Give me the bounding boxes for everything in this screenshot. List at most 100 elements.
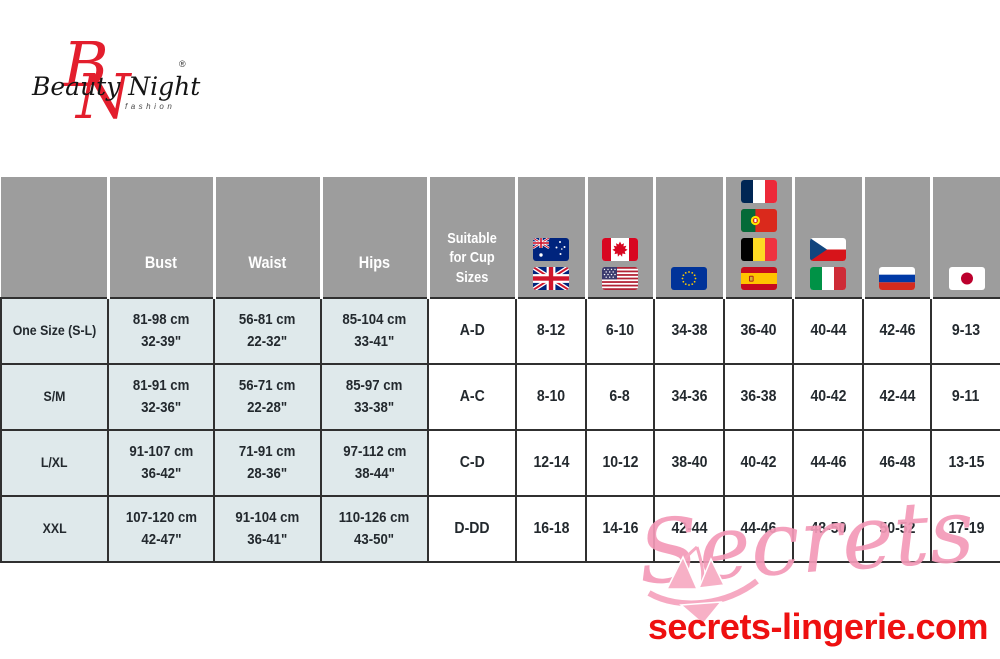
bust-label: Bust xyxy=(144,253,178,272)
cz-it-cell: 44-46 xyxy=(792,429,864,497)
waist-in: 28-36" xyxy=(247,465,288,482)
header-row: Bust Waist Hips Suitable for Cup Sizes xyxy=(1,177,1000,298)
bust-cm: 81-98 cm xyxy=(132,310,190,328)
fr-pt-be-es-cell: 44-46 xyxy=(723,495,794,563)
ca-us-cell: 6-8 xyxy=(585,363,655,431)
bust-in: 32-39" xyxy=(140,333,182,350)
fr-pt-be-es-value: 40-42 xyxy=(740,454,777,471)
header-japan xyxy=(929,177,1000,298)
header-european-union xyxy=(652,177,726,298)
waist-cell: 56-81 cm 22-32" xyxy=(213,297,322,365)
bust-in: 32-36" xyxy=(140,399,182,416)
cup-value: A-D xyxy=(459,322,485,339)
header-hips: Hips xyxy=(319,177,430,298)
size-value: S/M xyxy=(43,388,66,404)
eu-value: 34-36 xyxy=(670,388,707,405)
header-bust: Bust xyxy=(106,177,216,298)
ru-value: 46-48 xyxy=(878,454,915,471)
flag-canada-icon xyxy=(602,238,638,261)
flag-japan-icon xyxy=(948,267,985,290)
eu-value: 38-40 xyxy=(670,454,707,471)
au-uk-cell: 8-10 xyxy=(515,363,587,431)
cz-it-value: 40-42 xyxy=(809,388,846,405)
cup-cell: A-C xyxy=(427,363,517,431)
cz-it-value: 40-44 xyxy=(809,322,846,339)
cz-it-value: 48-50 xyxy=(809,520,846,537)
jp-value: 17-19 xyxy=(947,520,984,537)
size-chart-table: Bust Waist Hips Suitable for Cup Sizes xyxy=(0,177,1000,563)
eu-value: 42-44 xyxy=(670,520,707,537)
flag-australia-icon xyxy=(533,238,569,261)
bust-cm: 107-120 cm xyxy=(125,508,197,526)
bust-cm: 91-107 cm xyxy=(129,442,193,460)
hips-cell: 97-112 cm 38-44" xyxy=(320,429,429,497)
eu-cell: 34-38 xyxy=(653,297,725,365)
header-waist: Waist xyxy=(212,177,323,298)
eu-cell: 38-40 xyxy=(653,429,725,497)
jp-value: 9-13 xyxy=(951,322,981,339)
ru-value: 50-52 xyxy=(878,520,915,537)
size-value: XXL xyxy=(42,520,67,536)
au-uk-cell: 12-14 xyxy=(515,429,587,497)
size-cell: XXL xyxy=(0,495,109,563)
size-value: L/XL xyxy=(41,454,68,470)
bust-cell: 107-120 cm 42-47" xyxy=(107,495,215,563)
jp-value: 9-11 xyxy=(952,388,980,405)
jp-value: 13-15 xyxy=(947,454,984,471)
waist-label: Waist xyxy=(248,253,287,272)
eu-cell: 34-36 xyxy=(653,363,725,431)
ru-value: 42-46 xyxy=(878,322,915,339)
header-size-column xyxy=(1,177,110,298)
bikini-icon xyxy=(647,545,759,625)
table-row: L/XL 91-107 cm 36-42" 71-91 cm 28-36" 97-1… xyxy=(0,429,1000,497)
jp-cell: 9-13 xyxy=(930,297,1000,365)
fr-pt-be-es-value: 36-40 xyxy=(740,322,777,339)
brand-monogram-n-letter: N xyxy=(76,60,131,133)
waist-in: 36-41" xyxy=(247,531,288,548)
au-uk-value: 8-10 xyxy=(536,388,566,405)
au-uk-value: 12-14 xyxy=(532,454,569,471)
hips-label: Hips xyxy=(358,253,391,272)
bust-in: 36-42" xyxy=(140,465,182,482)
flag-united-kingdom-icon xyxy=(533,267,569,290)
hips-cm: 85-97 cm xyxy=(346,376,403,394)
waist-cell: 91-104 cm 36-41" xyxy=(213,495,322,563)
ca-us-value: 10-12 xyxy=(601,454,638,471)
flag-portugal-icon xyxy=(740,209,777,232)
fr-pt-be-es-value: 36-38 xyxy=(740,388,777,405)
au-uk-cell: 16-18 xyxy=(515,495,587,563)
flag-stack xyxy=(518,238,585,297)
flag-spain-icon xyxy=(740,267,777,290)
cup-cell: C-D xyxy=(427,429,517,497)
ca-us-cell: 14-16 xyxy=(585,495,655,563)
fr-pt-be-es-value: 44-46 xyxy=(740,520,777,537)
flag-russia-icon xyxy=(879,267,915,290)
flag-stack xyxy=(865,267,930,297)
waist-cm: 71-91 cm xyxy=(239,442,296,460)
ru-cell: 50-52 xyxy=(862,495,932,563)
brand-subtitle: fashion xyxy=(125,102,176,111)
jp-cell: 17-19 xyxy=(930,495,1000,563)
ca-us-cell: 10-12 xyxy=(585,429,655,497)
header-france-portugal-belgium-spain xyxy=(722,177,795,298)
cz-it-value: 44-46 xyxy=(809,454,846,471)
flag-stack xyxy=(588,238,653,297)
cz-it-cell: 40-42 xyxy=(792,363,864,431)
ru-value: 42-44 xyxy=(878,388,915,405)
hips-cm: 85-104 cm xyxy=(342,310,407,328)
hips-in: 38-44" xyxy=(354,465,395,482)
ru-cell: 46-48 xyxy=(862,429,932,497)
bust-cm: 81-91 cm xyxy=(132,376,190,394)
flag-stack xyxy=(726,180,792,297)
bust-cell: 81-91 cm 32-36" xyxy=(107,363,215,431)
table-row: XXL 107-120 cm 42-47" 91-104 cm 36-41" 110… xyxy=(0,495,1000,563)
waist-cm: 56-71 cm xyxy=(239,376,296,394)
flag-european-union-icon xyxy=(671,267,707,290)
cup-value: A-C xyxy=(459,388,485,405)
waist-cell: 56-71 cm 22-28" xyxy=(213,363,322,431)
size-cell: L/XL xyxy=(0,429,109,497)
fr-pt-be-es-cell: 40-42 xyxy=(723,429,794,497)
waist-in: 22-28" xyxy=(247,399,288,416)
cup-sizes-label: Suitable for Cup Sizes xyxy=(447,229,497,286)
